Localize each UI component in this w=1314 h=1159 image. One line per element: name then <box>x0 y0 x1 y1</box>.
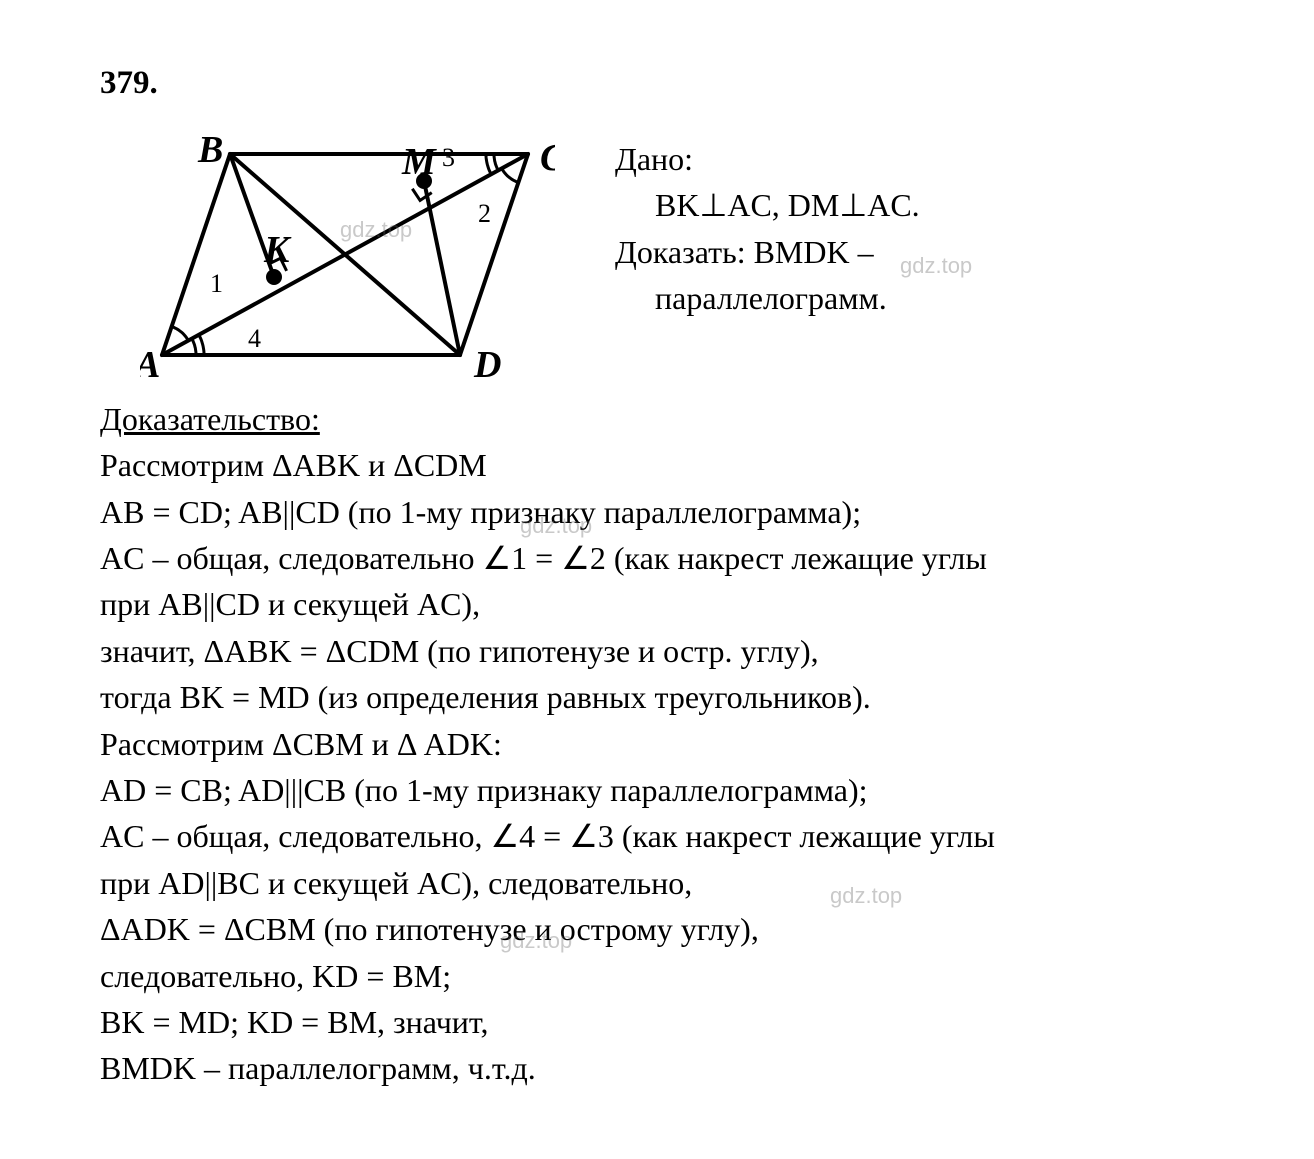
svg-text:A: A <box>140 344 160 380</box>
proof-line: Рассмотрим ΔABK и ΔCDM <box>100 442 1214 488</box>
svg-text:K: K <box>263 229 292 271</box>
svg-text:C: C <box>540 137 555 179</box>
proof-line: AD = CB; AD|||CB (по 1-му признаку парал… <box>100 767 1214 813</box>
svg-text:M: M <box>401 141 437 183</box>
problem-number: 379. <box>100 60 1214 108</box>
proof-line: BMDK – параллелограмм, ч.т.д. <box>100 1045 1214 1091</box>
proof-body: Рассмотрим ΔABK и ΔCDM AB = CD; AB||CD (… <box>100 442 1214 1091</box>
proof-line: ΔADK = ΔCBM (по гипотенузе и острому угл… <box>100 906 1214 952</box>
proof-line: при AD||BC и секущей AC), следовательно, <box>100 860 1214 906</box>
svg-text:B: B <box>197 132 223 171</box>
svg-text:3: 3 <box>442 143 455 172</box>
svg-text:D: D <box>473 344 501 380</box>
proof-line: значит, ΔABK = ΔCDM (по гипотенузе и ост… <box>100 628 1214 674</box>
proof-heading: Доказательство: <box>100 396 1214 442</box>
proof-line: AC – общая, следовательно, ∠4 = ∠3 (как … <box>100 813 1214 859</box>
svg-text:2: 2 <box>478 199 491 228</box>
prove-label: Доказать: BMDK – <box>615 229 1214 275</box>
figure: A B C D K M 1 23 4 <box>100 132 555 380</box>
svg-text:1: 1 <box>210 269 223 298</box>
proof-line: следовательно, KD = BM; <box>100 953 1214 999</box>
given-heading: Дано: <box>615 136 1214 182</box>
proof-line: Рассмотрим ΔCBM и Δ ADK: <box>100 721 1214 767</box>
proof-line: тогда BK = MD (из определения равных тре… <box>100 674 1214 720</box>
given-line: BK⊥AC, DM⊥AC. <box>655 182 1214 228</box>
given-block: Дано: BK⊥AC, DM⊥AC. Доказать: BMDK – пар… <box>615 132 1214 380</box>
proof-line: BK = MD; KD = BM, значит, <box>100 999 1214 1045</box>
proof-line: при AB||CD и секущей AC), <box>100 581 1214 627</box>
svg-text:4: 4 <box>248 324 261 353</box>
proof-line: AB = CD; AB||CD (по 1-му признаку паралл… <box>100 489 1214 535</box>
prove-target: параллелограмм. <box>655 275 1214 321</box>
proof-line: AC – общая, следовательно ∠1 = ∠2 (как н… <box>100 535 1214 581</box>
